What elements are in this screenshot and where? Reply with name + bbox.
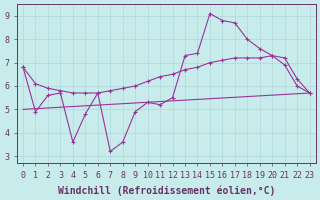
X-axis label: Windchill (Refroidissement éolien,°C): Windchill (Refroidissement éolien,°C) [58,185,275,196]
